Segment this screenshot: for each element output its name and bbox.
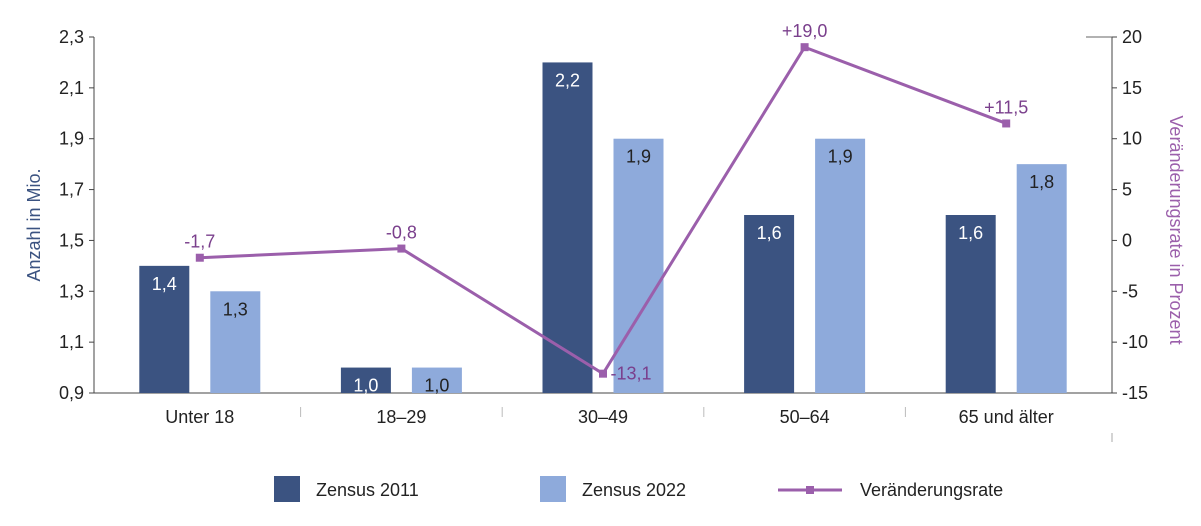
rate-point (195, 253, 204, 262)
legend-label-zensus-2022: Zensus 2022 (582, 480, 686, 500)
x-category-label: 30–49 (578, 407, 628, 427)
bar-zensus-2011 (945, 215, 996, 393)
bar-data-label: 1,9 (828, 147, 853, 167)
y-tick-label: 1,7 (59, 180, 84, 200)
bar-data-label: 2,2 (555, 70, 580, 90)
y-axis-title: Anzahl in Mio. (24, 168, 44, 281)
ticks: 0,9 1,1 1,3 1,5 1,7 1,9 2,1 2,3 -15 -10 -5 0 5 10 15 20 (59, 27, 1148, 403)
bar-zensus-2011 (139, 265, 190, 393)
y2-tick-label: -10 (1122, 332, 1148, 352)
y-tick-label: 1,1 (59, 332, 84, 352)
rate-point (397, 244, 406, 253)
rate-line: -1,7 -0,8 -13,1 +19,0 +11,5 (184, 21, 1028, 384)
y2-tick-label: 20 (1122, 27, 1142, 47)
y-tick-label: 0,9 (59, 383, 84, 403)
y-tick-label: 1,5 (59, 230, 84, 250)
bar-zensus-2022 (815, 138, 866, 393)
bars: 1,4 1,0 2,2 1,6 1,6 1,3 1,0 1,9 1,9 1,8 (139, 62, 1067, 396)
bar-zensus-2022 (613, 138, 664, 393)
bar-zensus-2011 (542, 62, 593, 394)
rate-line-path (199, 45, 1007, 376)
y-tick-label: 2,1 (59, 78, 84, 98)
bar-zensus-2022 (1016, 164, 1067, 393)
rate-data-label: -13,1 (610, 364, 651, 384)
bar-data-label: 1,6 (757, 223, 782, 243)
bar-zensus-2011 (744, 215, 795, 393)
x-category-label: 18–29 (376, 407, 426, 427)
bar-data-label: 1,4 (152, 274, 177, 294)
bar-data-label: 1,6 (958, 223, 983, 243)
rate-point (800, 43, 809, 52)
bar-data-label: 1,8 (1029, 172, 1054, 192)
rate-data-label: +19,0 (782, 21, 828, 41)
y2-tick-label: -5 (1122, 281, 1138, 301)
bar-zensus-2011 (340, 367, 391, 393)
bar-data-label: 1,0 (353, 376, 378, 396)
rate-data-label: -0,8 (386, 223, 417, 243)
y2-tick-label: 5 (1122, 180, 1132, 200)
category-labels: Unter 18 18–29 30–49 50–64 65 und älter (165, 407, 1054, 427)
y-tick-label: 1,3 (59, 281, 84, 301)
y2-tick-label: 15 (1122, 78, 1142, 98)
axes (93, 36, 1113, 442)
legend-marker-rate (806, 486, 814, 494)
legend: Zensus 2011 Zensus 2022 Veränderungsrate (274, 476, 1003, 502)
rate-data-label: -1,7 (184, 232, 215, 252)
bar-zensus-2022 (411, 367, 462, 393)
rate-data-label: +11,5 (984, 97, 1028, 117)
y-tick-label: 2,3 (59, 27, 84, 47)
legend-swatch-zensus-2022 (540, 476, 566, 502)
x-category-label: Unter 18 (165, 407, 234, 427)
bar-data-label: 1,0 (424, 376, 449, 396)
y2-tick-label: 0 (1122, 230, 1132, 250)
legend-label-zensus-2011: Zensus 2011 (316, 480, 419, 500)
x-category-label: 50–64 (780, 407, 830, 427)
bar-data-label: 1,3 (223, 299, 248, 319)
bar-data-label: 1,9 (626, 147, 651, 167)
rate-point (599, 369, 607, 378)
legend-swatch-zensus-2011 (274, 476, 300, 502)
legend-label-rate: Veränderungsrate (860, 480, 1003, 500)
x-category-label: 65 und älter (959, 407, 1054, 427)
y2-tick-label: 10 (1122, 129, 1142, 149)
bar-zensus-2022 (210, 291, 261, 393)
y-tick-label: 1,9 (59, 129, 84, 149)
rate-point (1002, 119, 1011, 128)
y2-axis-title: Veränderungsrate in Prozent (1166, 115, 1186, 344)
y2-tick-label: -15 (1122, 383, 1148, 403)
